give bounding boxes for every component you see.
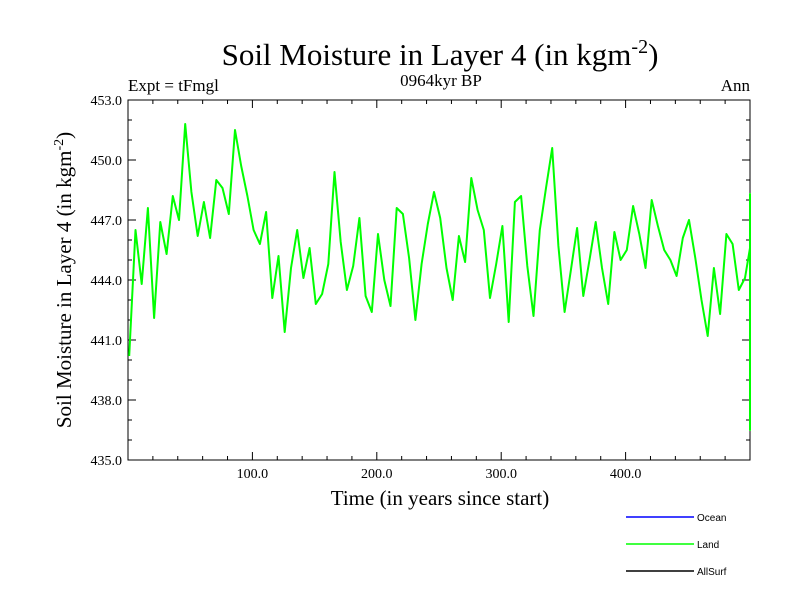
- x-tick-label: 400.0: [610, 467, 642, 482]
- x-tick-label: 100.0: [237, 467, 269, 482]
- chart-title-end: ): [648, 37, 658, 72]
- y-axis: 435.0 438.0 441.0 444.0 447.0 450.0 453.0: [91, 94, 750, 469]
- x-axis-label: Time (in years since start): [331, 486, 550, 510]
- legend-label-allsurf: AllSurf: [697, 567, 727, 578]
- experiment-label: Expt = tFmgl: [128, 76, 219, 95]
- x-tick-label: 300.0: [485, 467, 517, 482]
- x-tick-label: 200.0: [361, 467, 393, 482]
- x-axis: 100.0 200.0 300.0 400.0: [152, 100, 726, 482]
- y-axis-label-sup: -2: [52, 139, 67, 151]
- y-axis-label-end: ): [52, 132, 76, 139]
- series-line-land: [128, 123, 751, 431]
- legend: Ocean Land AllSurf: [626, 513, 727, 578]
- y-tick-label: 450.0: [91, 154, 123, 169]
- y-tick-label: 453.0: [91, 94, 123, 109]
- legend-label-land: Land: [697, 540, 719, 551]
- y-axis-label: Soil Moisture in Layer 4 (in kgm-2): [52, 132, 76, 428]
- chart-title-main: Soil Moisture in Layer 4 (in kgm: [222, 37, 632, 72]
- y-tick-label: 444.0: [91, 274, 123, 289]
- y-tick-label: 438.0: [91, 394, 123, 409]
- season-label: Ann: [721, 76, 751, 95]
- y-tick-label: 435.0: [91, 454, 123, 469]
- chart-title-sup: -2: [631, 36, 648, 58]
- legend-label-ocean: Ocean: [697, 513, 726, 524]
- y-axis-label-main: Soil Moisture in Layer 4 (in kgm: [52, 151, 76, 429]
- period-label: 0964kyr BP: [400, 71, 482, 90]
- y-tick-label: 441.0: [91, 334, 123, 349]
- plot-frame: [127, 99, 751, 461]
- chart-title: Soil Moisture in Layer 4 (in kgm-2): [222, 36, 659, 72]
- y-tick-label: 447.0: [91, 214, 123, 229]
